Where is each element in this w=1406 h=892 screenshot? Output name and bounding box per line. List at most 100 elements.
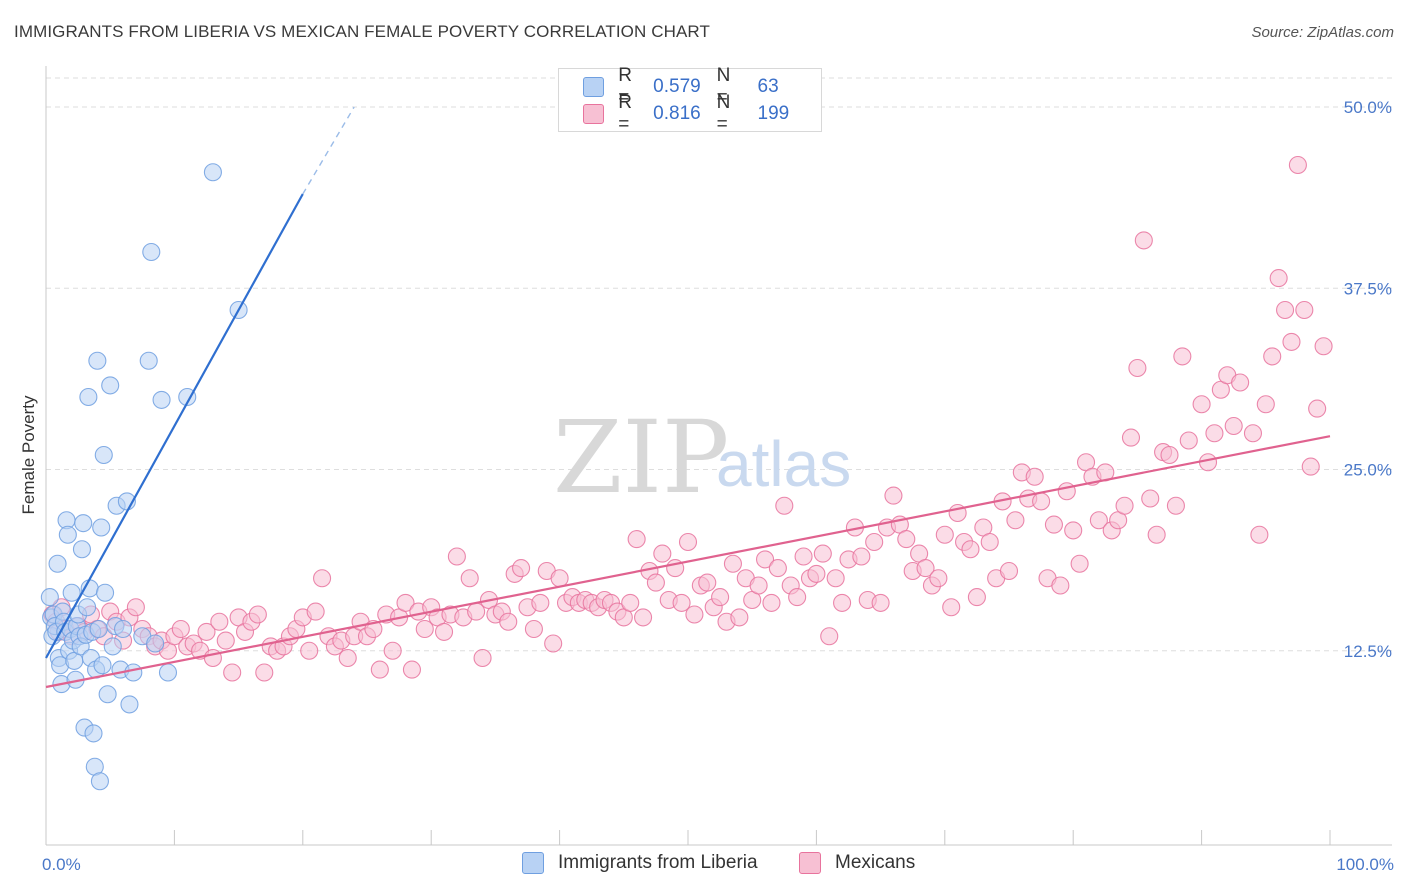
legend-row-liberia: R = 0.579 N = 63: [583, 65, 821, 108]
liberia-point: [40, 588, 59, 607]
mexicans-point: [833, 593, 852, 612]
mexicans-point: [1141, 489, 1160, 508]
mexicans-point: [826, 569, 845, 588]
liberia-trend-extension: [302, 106, 355, 195]
legend-r-label: R =: [618, 65, 632, 108]
x-tick-label: 0.0%: [42, 855, 81, 874]
mexicans-point: [531, 593, 550, 612]
mexicans-point: [313, 569, 332, 588]
mexicans-point: [1006, 511, 1025, 530]
liberia-point: [48, 554, 67, 573]
mexicans-point: [678, 532, 698, 552]
watermark: ZIP atlas: [553, 399, 851, 516]
mexicans-point: [370, 660, 389, 679]
mexicans-point: [871, 593, 890, 612]
mexicans-point: [1288, 155, 1307, 175]
liberia-trend-line: [45, 193, 304, 659]
mexicans-point: [1051, 576, 1070, 595]
mexicans-point: [929, 569, 948, 588]
liberia-points: [40, 163, 248, 791]
mexicans-point: [999, 561, 1019, 581]
mexicans-point: [1134, 231, 1153, 250]
liberia-point: [74, 514, 93, 533]
liberia-point: [88, 351, 107, 370]
mexicans-point: [544, 634, 563, 653]
mexicans-point: [171, 619, 190, 639]
legend-item-mexicans[interactable]: Mexicans: [799, 852, 915, 874]
mexicans-point: [126, 598, 145, 617]
mexicans-point: [698, 573, 717, 592]
mexicans-point: [248, 605, 267, 624]
legend-r-value: 0.816: [653, 103, 701, 124]
liberia-point: [142, 242, 161, 262]
mexicans-point: [499, 612, 518, 631]
liberia-point: [62, 583, 81, 602]
liberia-point: [203, 163, 222, 182]
mexicans-point: [550, 569, 569, 588]
legend-label-liberia: Immigrants from Liberia: [558, 852, 758, 873]
legend-r-label: R =: [618, 92, 632, 135]
mexicans-point: [768, 559, 787, 578]
legend-r-value: 0.579: [653, 76, 701, 97]
mexicans-point: [338, 648, 357, 668]
liberia-point: [139, 351, 158, 370]
mexicans-point: [1276, 300, 1295, 320]
mexicans-point: [1243, 424, 1263, 443]
mexicans-point: [1166, 496, 1185, 515]
legend-label-mexicans: Mexicans: [835, 852, 916, 873]
legend-row-mexicans: R = 0.816 N = 199: [583, 92, 821, 135]
mexicans-point: [1179, 431, 1198, 450]
liberia-point: [120, 695, 139, 714]
mexicans-point: [524, 619, 543, 639]
mexicans-point: [1224, 416, 1243, 436]
mexicans-point: [916, 559, 935, 578]
mexicans-point: [1263, 347, 1282, 366]
mexicans-point: [967, 588, 986, 607]
mexicans-point: [723, 554, 742, 573]
liberia-point: [93, 656, 112, 675]
legend-item-liberia[interactable]: Immigrants from Liberia: [522, 852, 758, 874]
mexicans-point: [1025, 467, 1044, 486]
liberia-point: [79, 387, 98, 407]
mexicans-point: [1147, 525, 1166, 544]
legend-n-label: N =: [716, 65, 731, 108]
stats-legend: R = 0.579 N = 63 R = 0.816 N = 199: [558, 65, 822, 135]
mexicans-point: [730, 608, 749, 627]
mexicans-point: [1308, 399, 1327, 418]
mexicans-point: [216, 631, 235, 650]
watermark-atlas: atlas: [716, 428, 851, 500]
liberia-point: [178, 387, 197, 407]
mexicans-point: [203, 648, 222, 668]
liberia-point: [58, 525, 77, 544]
legend-n-value: 63: [757, 76, 779, 97]
mexicans-point: [1250, 525, 1269, 544]
y-tick-labels: 12.5% 25.0% 37.5% 50.0%: [1344, 98, 1392, 661]
mexicans-point: [402, 660, 421, 679]
mexicans-point: [897, 530, 916, 549]
mexicans-point: [627, 530, 646, 549]
mexicans-point: [1070, 554, 1089, 573]
mexicans-point: [1256, 395, 1275, 414]
liberia-point: [152, 390, 171, 409]
mexicans-point: [1032, 492, 1051, 511]
mexicans-point: [1160, 445, 1179, 465]
legend-swatch-liberia: [583, 77, 605, 97]
mexicans-point: [865, 532, 884, 552]
y-tick-label: 37.5%: [1344, 279, 1392, 298]
mexicans-point: [1044, 515, 1063, 534]
mexicans-point: [935, 525, 954, 544]
mexicans-point: [794, 547, 813, 566]
mexicans-point: [1314, 337, 1333, 356]
mexicans-point: [1121, 428, 1141, 447]
mexicans-point: [415, 619, 434, 639]
mexicans-point: [512, 559, 531, 578]
mexicans-point: [1295, 300, 1314, 320]
mexicans-point: [755, 550, 775, 569]
liberia-point: [158, 663, 178, 682]
watermark-zip: ZIP: [553, 399, 729, 516]
mexicans-point: [300, 641, 319, 660]
mexicans-point: [473, 648, 492, 668]
mexicans-point: [396, 593, 415, 612]
mexicans-point: [306, 602, 325, 621]
mexicans-point: [223, 663, 242, 682]
